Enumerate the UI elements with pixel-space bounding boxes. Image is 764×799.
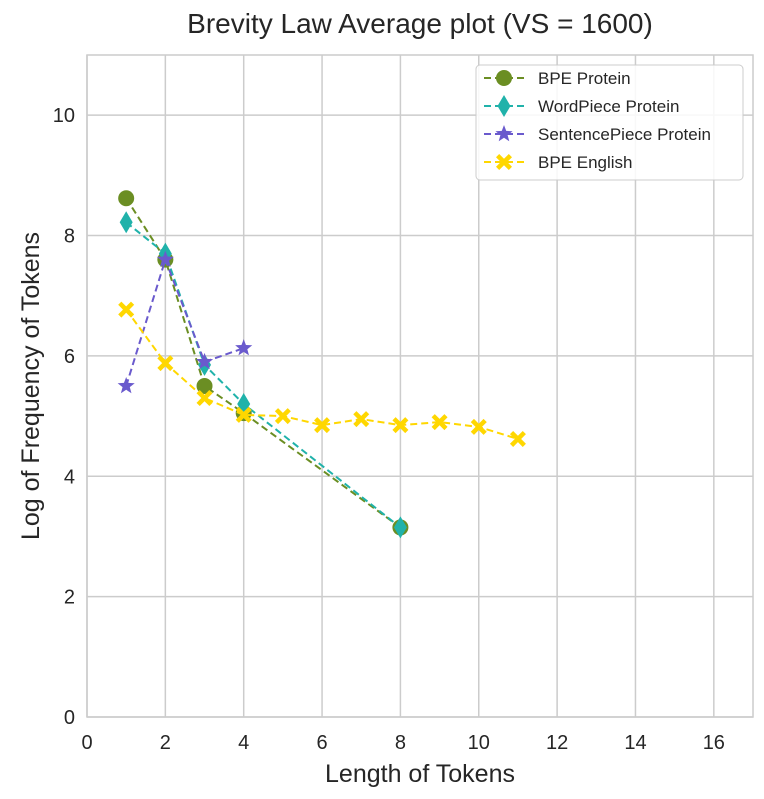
series-line-bpe-protein <box>125 197 401 529</box>
chart-title: Brevity Law Average plot (VS = 1600) <box>187 8 653 39</box>
legend-marker-wordpiece-protein <box>497 95 511 117</box>
data-point-bpe-english <box>470 418 487 435</box>
data-point-bpe-english <box>274 408 291 425</box>
series-line-sentencepiece-protein <box>125 256 245 387</box>
data-point-bpe-protein <box>196 378 213 394</box>
data-point-bpe-english <box>509 430 526 447</box>
y-tick-label: 0 <box>64 707 75 729</box>
data-point-bpe-protein <box>118 190 135 207</box>
x-tick-label: 4 <box>238 732 249 754</box>
plot-frame <box>86 54 754 718</box>
y-tick-label: 8 <box>64 226 75 248</box>
legend-marker-sentencepiece-protein <box>495 125 513 142</box>
y-tick-label: 10 <box>53 105 75 127</box>
legend-marker-bpe-protein <box>496 70 512 86</box>
data-point-bpe-english <box>314 417 331 434</box>
data-point-wordpiece-protein <box>119 211 133 234</box>
series-line-bpe-english <box>125 308 519 440</box>
data-point-bpe-english <box>353 411 370 428</box>
legend-label-bpe-protein: BPE Protein <box>538 69 631 88</box>
data-point-sentencepiece-protein <box>195 352 214 370</box>
x-tick-label: 14 <box>624 732 646 754</box>
y-tick-label: 6 <box>64 346 75 368</box>
series-sentencepiece-protein <box>117 250 253 394</box>
x-tick-label: 8 <box>395 732 406 754</box>
series <box>117 190 526 539</box>
data-point-bpe-english <box>196 390 213 407</box>
y-tick-label: 2 <box>64 587 75 609</box>
x-tick-label: 12 <box>546 732 568 754</box>
x-tick-label: 2 <box>160 732 171 754</box>
data-point-bpe-english <box>392 417 409 434</box>
data-point-bpe-english <box>157 355 174 372</box>
x-axis-label: Length of Tokens <box>325 760 515 788</box>
y-tick-label: 4 <box>64 466 75 488</box>
legend-label-wordpiece-protein: WordPiece Protein <box>538 97 679 116</box>
data-point-wordpiece-protein <box>393 516 407 539</box>
series-bpe-english <box>118 301 526 447</box>
data-point-bpe-english <box>235 406 252 423</box>
tick-labels: 0 2 4 6 8 10 12 14 16 0 2 4 6 8 10 <box>53 105 725 754</box>
legend-label-bpe-english: BPE English <box>538 153 633 172</box>
legend-frame <box>475 64 744 181</box>
data-point-sentencepiece-protein <box>117 377 135 394</box>
legend: BPE Protein WordPiece Protein SentencePi… <box>475 64 744 181</box>
data-point-bpe-english <box>431 414 448 431</box>
x-tick-label: 0 <box>81 732 92 754</box>
legend-marker-bpe-english <box>496 154 512 170</box>
data-point-bpe-english <box>118 301 135 318</box>
legend-entries <box>484 70 524 170</box>
data-point-sentencepiece-protein <box>235 339 253 356</box>
x-tick-label: 6 <box>316 732 327 754</box>
x-tick-label: 16 <box>703 732 725 754</box>
legend-label-sentencepiece-protein: SentencePiece Protein <box>538 125 711 144</box>
data-point-sentencepiece-protein <box>156 250 174 267</box>
y-axis-label: Log of Frequency of Tokens <box>17 232 45 540</box>
x-tick-label: 10 <box>468 732 490 754</box>
